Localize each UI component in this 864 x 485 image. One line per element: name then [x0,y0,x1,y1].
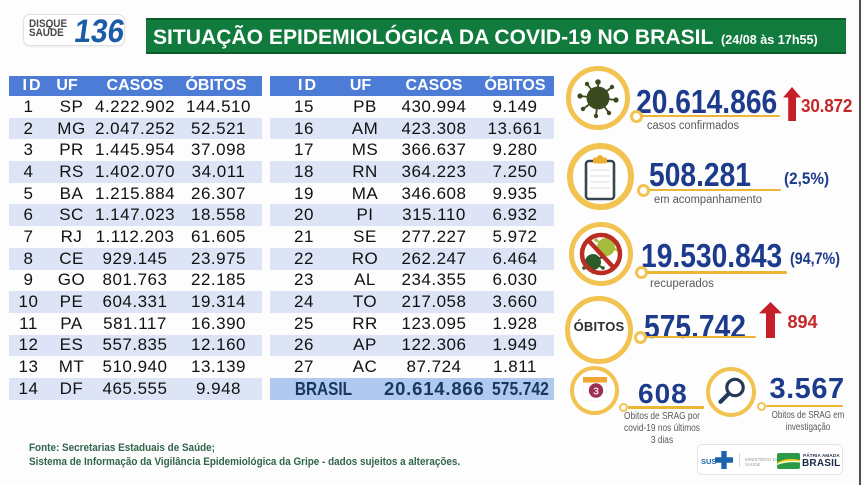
svg-text:3: 3 [593,386,599,398]
